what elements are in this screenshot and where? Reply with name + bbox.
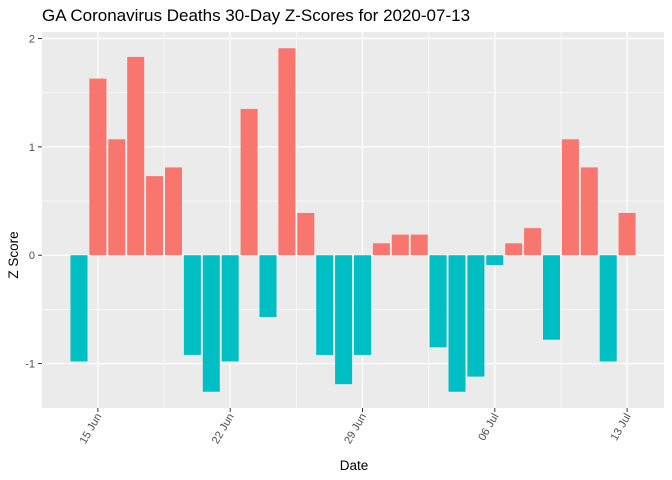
bar-2020-07-09 (543, 255, 560, 340)
bar-2020-07-02 (410, 234, 428, 256)
bar-2020-06-26 (297, 212, 315, 256)
bar-2020-06-22 (221, 255, 239, 362)
chart-title: GA Coronavirus Deaths 30-Day Z-Scores fo… (42, 6, 471, 25)
y-tick-label: 1 (29, 142, 35, 154)
bar-2020-07-01 (391, 234, 409, 256)
bar-2020-06-28 (335, 255, 353, 385)
plot-panel (42, 32, 664, 408)
x-tick-label: 29 Jun (342, 412, 369, 447)
bar-2020-07-07 (505, 243, 523, 256)
bar-2020-07-05 (467, 255, 485, 377)
bar-2020-07-08 (524, 228, 542, 256)
bar-2020-07-10 (561, 139, 579, 256)
bar-2020-06-30 (372, 243, 390, 256)
bar-2020-06-17 (127, 56, 145, 256)
bar-2020-06-25 (278, 48, 296, 256)
bar-2020-06-16 (108, 139, 126, 256)
y-tick-label: 2 (29, 34, 35, 46)
bar-2020-06-24 (259, 255, 277, 317)
bar-2020-06-15 (89, 78, 107, 256)
x-tick-label: 06 Jul (476, 412, 501, 443)
x-axis: 15 Jun 22 Jun 29 Jun 06 Jul 13 Jul (78, 408, 634, 446)
bar-layer (70, 48, 636, 392)
bar-2020-06-29 (354, 255, 371, 355)
bar-2020-07-04 (448, 255, 466, 392)
bar-2020-07-12 (599, 255, 617, 362)
y-tick-label: -1 (25, 359, 35, 371)
x-tick-label: 13 Jul (609, 412, 634, 443)
bar-2020-06-21 (202, 255, 220, 392)
y-axis-title: Z Score (6, 231, 21, 278)
bar-2020-06-23 (240, 108, 258, 256)
x-tick-label: 15 Jun (78, 412, 105, 447)
bar-2020-07-06 (486, 255, 504, 265)
bar-2020-06-19 (165, 167, 182, 256)
bar-2020-07-11 (580, 167, 598, 256)
x-tick-label: 22 Jun (210, 412, 237, 447)
bar-2020-06-18 (146, 176, 164, 256)
x-axis-title: Date (340, 458, 369, 473)
bar-2020-07-03 (429, 255, 447, 348)
y-tick-label: 0 (29, 250, 35, 262)
bar-2020-06-27 (316, 255, 334, 355)
bar-2020-06-20 (183, 255, 201, 355)
bar-2020-07-13 (618, 212, 636, 256)
y-axis: -1 0 1 2 (25, 34, 42, 371)
bar-2020-06-14 (70, 255, 88, 362)
